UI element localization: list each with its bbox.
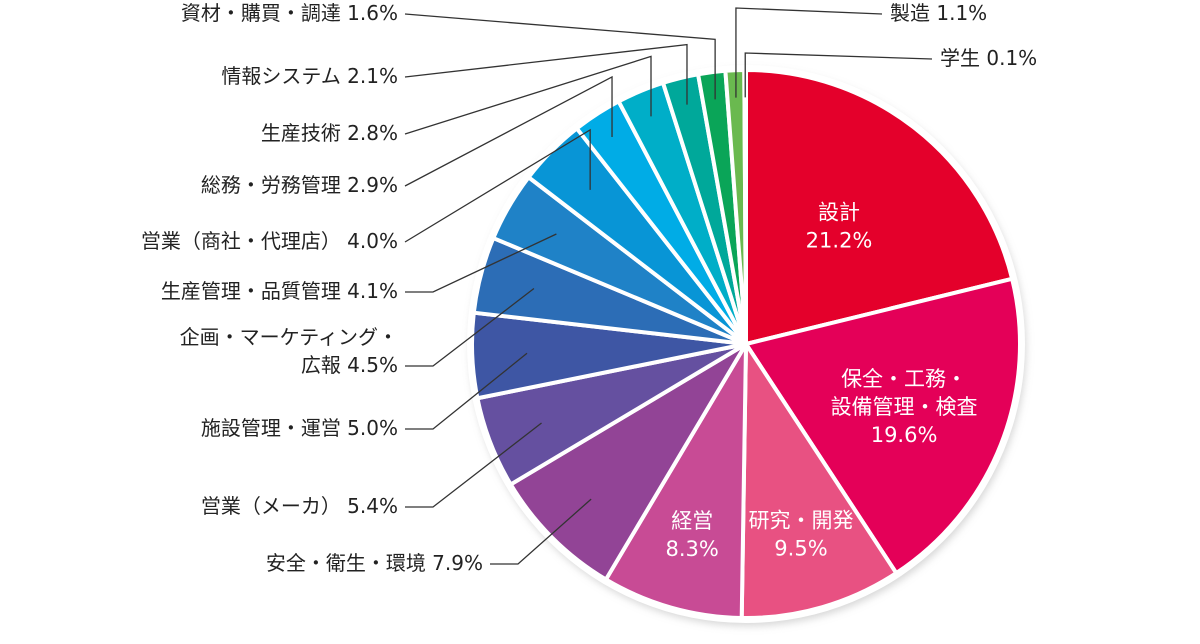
slice-label: 設計 <box>818 200 860 224</box>
slice-label: 営業（メーカ） 5.4% <box>201 494 398 518</box>
leader-line <box>744 52 933 98</box>
slice-label: 企画・マーケティング・ <box>180 325 398 349</box>
slice-label: 生産管理・品質管理 4.1% <box>161 279 398 303</box>
slice-label: 生産技術 2.8% <box>261 121 398 145</box>
leader-line <box>404 128 591 243</box>
slice-label: 8.3% <box>666 537 719 561</box>
slice-label: 施設管理・運営 5.0% <box>201 416 398 440</box>
slice-label: 9.5% <box>774 536 827 560</box>
pie-slice <box>744 276 1022 576</box>
pie-slice <box>603 342 748 620</box>
slice-label: 資材・購買・調達 1.6% <box>181 1 398 25</box>
slice-label: 経営 <box>671 509 713 533</box>
slice-label: 研究・開発 <box>748 508 853 532</box>
leader-line <box>490 498 592 565</box>
pie-slice <box>739 342 899 620</box>
slice-label: 設備管理・検査 <box>831 395 978 419</box>
leader-line <box>405 352 528 430</box>
leader-line <box>404 13 716 100</box>
leader-line <box>405 288 535 367</box>
slice-label: 19.6% <box>871 423 938 447</box>
pie-slice <box>742 68 748 346</box>
pie-slice <box>744 68 1015 346</box>
leader-line <box>404 55 652 135</box>
leader-line <box>404 43 688 105</box>
slice-label: 営業（商社・代理店） 4.0% <box>141 229 398 253</box>
slice-label: 広報 4.5% <box>301 353 398 377</box>
slice-label: 情報システム 2.1% <box>221 64 398 88</box>
slice-label: 21.2% <box>806 228 873 252</box>
leader-line <box>735 7 883 98</box>
slice-label: 製造 1.1% <box>890 1 987 25</box>
slice-label: 保全・工務・ <box>841 367 967 391</box>
slice-label: 総務・労務管理 2.9% <box>201 173 398 197</box>
leader-line <box>405 233 557 293</box>
slice-label: 学生 0.1% <box>940 46 1037 70</box>
slice-label: 安全・衛生・環境 7.9% <box>266 551 483 575</box>
leader-line <box>405 422 542 508</box>
pie-slice <box>508 342 748 582</box>
leader-line <box>404 75 613 187</box>
